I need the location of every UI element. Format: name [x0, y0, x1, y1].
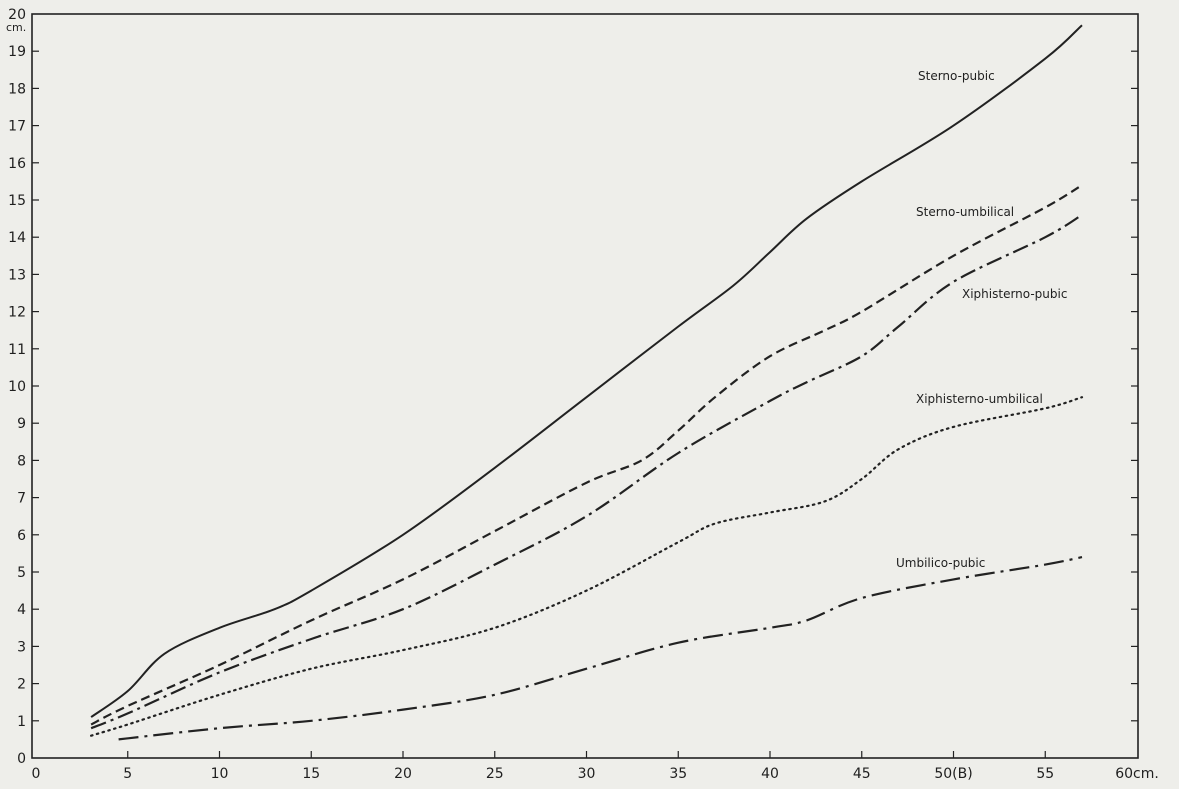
series-line-xiphisterno-pubic — [90, 213, 1083, 730]
y-tick-label: 14 — [8, 230, 26, 246]
x-tick-label: 40 — [761, 766, 779, 782]
y-tick-label: 6 — [17, 528, 26, 544]
series-label-xiphisterno-pubic: Xiphisterno-pubic — [962, 287, 1067, 301]
y-tick-label: 20 — [8, 7, 26, 23]
y-tick-label: 4 — [17, 602, 26, 618]
x-tick-label: 55 — [1036, 766, 1054, 782]
series-lines — [90, 24, 1084, 741]
x-tick-label: 35 — [669, 766, 687, 782]
x-tick-label: 50(B) — [934, 766, 972, 782]
y-tick-label: 15 — [8, 193, 26, 209]
series-line-umbilico-pubic — [118, 556, 1083, 741]
y-tick-label: 9 — [17, 416, 26, 432]
series-line-sterno-umbilical — [90, 184, 1083, 726]
y-tick-label: 11 — [8, 342, 26, 358]
x-tick-label: 45 — [853, 766, 871, 782]
series-line-sterno-pubic — [90, 24, 1083, 718]
x-tick-label: 15 — [302, 766, 320, 782]
y-tick-label: 17 — [8, 119, 26, 135]
y-tick-label: 13 — [8, 267, 26, 283]
y-tick-label: 12 — [8, 305, 26, 321]
x-tick-label: 30 — [578, 766, 596, 782]
y-tick-label: 1 — [17, 714, 26, 730]
series-label-xiphisterno-umbilical: Xiphisterno-umbilical — [916, 392, 1043, 406]
series-line-xiphisterno-umbilical — [90, 396, 1084, 737]
x-tick-label: 0 — [32, 766, 41, 782]
series-label-umbilico-pubic: Umbilico-pubic — [896, 556, 985, 570]
series-label-sterno-umbilical: Sterno-umbilical — [916, 205, 1014, 219]
series-label-sterno-pubic: Sterno-pubic — [918, 69, 995, 83]
y-axis-unit-label: cm. — [6, 21, 26, 34]
x-tick-label: 25 — [486, 766, 504, 782]
y-tick-label: 18 — [8, 81, 26, 97]
y-tick-label: 8 — [17, 453, 26, 469]
x-tick-label: 5 — [123, 766, 132, 782]
y-tick-label: 16 — [8, 156, 26, 172]
x-tick-label: 10 — [211, 766, 229, 782]
x-tick-label: 20 — [394, 766, 412, 782]
y-tick-label: 10 — [8, 379, 26, 395]
x-axis-ticks: 0 5 10 15 20 25 30 35 40 45 50(B) 55 60cm. — [32, 751, 1159, 782]
y-tick-label: 3 — [17, 639, 26, 655]
y-tick-label: 7 — [17, 491, 26, 507]
y-tick-label: 19 — [8, 44, 26, 60]
y-tick-label: 5 — [17, 565, 26, 581]
series-labels: Sterno-pubic Sterno-umbilical Xiphisterno-… — [896, 69, 1067, 570]
y-tick-label: 2 — [17, 677, 26, 693]
x-tick-label: 60cm. — [1115, 766, 1159, 782]
y-tick-label: 0 — [17, 751, 26, 767]
